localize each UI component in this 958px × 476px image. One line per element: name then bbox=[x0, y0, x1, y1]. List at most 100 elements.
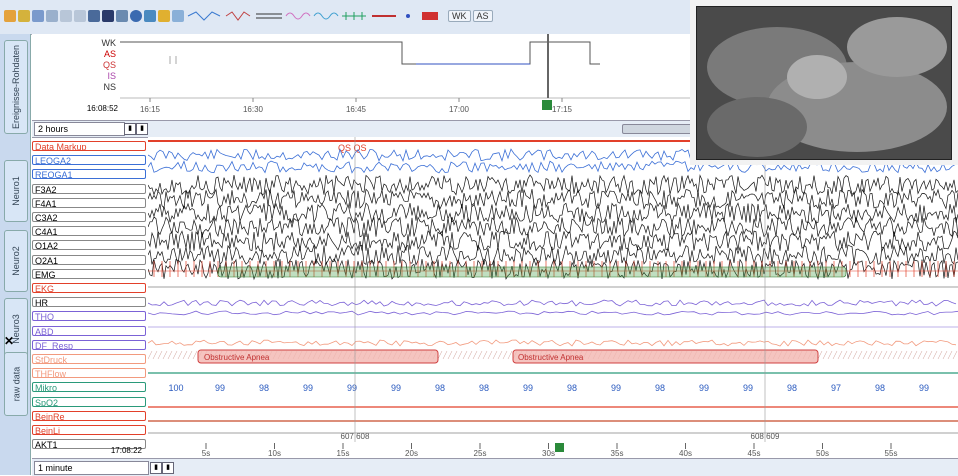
target-icon[interactable] bbox=[130, 10, 142, 22]
spo2-value: 99 bbox=[303, 383, 313, 393]
channel-list: Data Markup LEOGA2 REOGA1 F3A2 F4A1 C3A2 C4A1 O… bbox=[32, 137, 148, 457]
tab-label: Neuro1 bbox=[11, 176, 21, 206]
spo2-value: 98 bbox=[655, 383, 665, 393]
eeg-trace bbox=[147, 187, 958, 210]
epoch-next-button[interactable]: ▮ bbox=[162, 462, 174, 474]
time-tick-label: 55s bbox=[885, 449, 898, 457]
markup-annotation: QS QS bbox=[338, 143, 367, 153]
channel-label[interactable]: O2A1 bbox=[32, 254, 146, 265]
channel-label[interactable]: Data Markup bbox=[32, 141, 146, 151]
channel-label[interactable]: EKG bbox=[32, 283, 146, 293]
tab-ereignisse-rohdaten[interactable]: Ereignisse-Rohdaten bbox=[4, 40, 28, 134]
window-icon[interactable] bbox=[144, 10, 156, 22]
tab-neuro2[interactable]: Neuro2 bbox=[4, 230, 28, 292]
thflow-hatch bbox=[837, 350, 843, 360]
zoom-range-select[interactable]: 2 hours bbox=[34, 122, 125, 136]
channel-label[interactable]: EMG bbox=[32, 268, 146, 279]
channel-label[interactable]: Mikro bbox=[32, 382, 146, 393]
hypnogram-tick-label: 17:00 bbox=[449, 105, 470, 114]
redo-icon[interactable] bbox=[74, 10, 86, 22]
thflow-hatch bbox=[882, 350, 888, 360]
time-tick-label: 50s bbox=[816, 449, 829, 457]
channel-label[interactable]: SpO2 bbox=[32, 396, 146, 407]
hypnogram-plot: 16:15 16:30 16:45 17:00 17:15 bbox=[120, 34, 700, 114]
channel-label[interactable]: BeinRe bbox=[32, 410, 146, 421]
print-icon[interactable] bbox=[46, 10, 58, 22]
open-icon[interactable] bbox=[4, 10, 16, 22]
nav-next-button[interactable]: ▮ bbox=[136, 123, 148, 135]
eeg-trace bbox=[147, 216, 958, 239]
folder-icon[interactable] bbox=[18, 10, 30, 22]
channel-label[interactable]: F4A1 bbox=[32, 197, 146, 208]
time-tick-label: 25s bbox=[474, 449, 487, 457]
tab-raw-data[interactable]: raw data bbox=[4, 352, 28, 416]
epoch-length-select[interactable]: 1 minute bbox=[34, 461, 149, 475]
eeg-trace bbox=[147, 174, 958, 197]
bulb-icon[interactable] bbox=[158, 10, 170, 22]
channel-label[interactable]: LEOGA2 bbox=[32, 155, 146, 166]
thflow-hatch bbox=[942, 350, 948, 360]
channel-label[interactable]: DF_Resp bbox=[32, 339, 146, 350]
signal-display[interactable]: QS QS Obstructive Apnea Obstructive Apnea 1… bbox=[147, 137, 958, 458]
thflow-hatch bbox=[847, 350, 853, 360]
tab-label: raw data bbox=[11, 366, 21, 402]
as-button[interactable]: AS bbox=[472, 10, 493, 22]
channel-label[interactable]: O1A2 bbox=[32, 240, 146, 251]
video-panel[interactable] bbox=[690, 0, 958, 165]
channel-label[interactable]: THO bbox=[32, 311, 146, 322]
thflow-hatch bbox=[502, 350, 508, 360]
thflow-hatch bbox=[172, 350, 178, 360]
tab-neuro3[interactable]: Neuro3 bbox=[4, 298, 28, 360]
spo2-value: 98 bbox=[875, 383, 885, 393]
undo-icon[interactable] bbox=[60, 10, 72, 22]
thflow-hatch bbox=[822, 350, 828, 360]
spo2-value: 99 bbox=[347, 383, 357, 393]
hypnogram[interactable]: 16:15 16:30 16:45 17:00 17:15 bbox=[120, 34, 700, 120]
epoch-number: 607 608 bbox=[341, 432, 370, 441]
thflow-hatch bbox=[477, 350, 483, 360]
obstructive-apnea-event bbox=[512, 349, 819, 364]
channel-label[interactable]: AKT1 bbox=[32, 439, 146, 450]
channel-label[interactable]: C4A1 bbox=[32, 226, 146, 237]
wk-button[interactable]: WK bbox=[448, 10, 471, 22]
channel-label[interactable]: THFlow bbox=[32, 368, 146, 379]
tab-neuro1[interactable]: Neuro1 bbox=[4, 160, 28, 222]
thflow-hatch bbox=[462, 350, 468, 360]
hypnogram-scroll-thumb[interactable] bbox=[622, 124, 694, 134]
thflow-hatch bbox=[457, 350, 463, 360]
thflow-hatch bbox=[892, 350, 898, 360]
close-icon[interactable]: ✕ bbox=[3, 334, 15, 348]
thflow-hatch bbox=[922, 350, 928, 360]
time-tick-label: 10s bbox=[268, 449, 281, 457]
channel-label[interactable]: C3A2 bbox=[32, 212, 146, 222]
save-icon[interactable] bbox=[32, 10, 44, 22]
channel-label[interactable]: REOGA1 bbox=[32, 169, 146, 180]
obstructive-apnea-label: Obstructive Apnea bbox=[518, 353, 584, 362]
eeg-trace bbox=[147, 201, 958, 224]
epoch-prev-button[interactable]: ▮ bbox=[150, 462, 162, 474]
thflow-hatch bbox=[147, 350, 153, 360]
grid-icon[interactable] bbox=[172, 10, 184, 22]
thflow-hatch bbox=[192, 350, 198, 360]
event-type-icons[interactable] bbox=[186, 10, 446, 22]
channel-label[interactable]: BeinLi bbox=[32, 425, 146, 435]
channel-label[interactable]: HR bbox=[32, 297, 146, 308]
thflow-hatch bbox=[877, 350, 883, 360]
stdruck-trace bbox=[147, 339, 957, 347]
thflow-hatch bbox=[482, 350, 488, 360]
montage-icon[interactable] bbox=[88, 10, 100, 22]
nav-prev-button[interactable]: ▮ bbox=[124, 123, 136, 135]
hypnogram-position-marker[interactable] bbox=[542, 100, 552, 110]
thflow-hatch bbox=[872, 350, 878, 360]
time-tick-label: 5s bbox=[202, 449, 210, 457]
hypnogram-tick-label: 16:45 bbox=[346, 105, 367, 114]
channel-label[interactable]: F3A2 bbox=[32, 183, 146, 194]
ruler-icon[interactable] bbox=[116, 10, 128, 22]
spo2-value: 98 bbox=[479, 383, 489, 393]
thflow-hatch bbox=[952, 350, 958, 360]
report-icon[interactable] bbox=[102, 10, 114, 22]
spo2-value: 99 bbox=[743, 383, 753, 393]
thflow-hatch bbox=[182, 350, 188, 360]
channel-label[interactable]: StDruck bbox=[32, 354, 146, 364]
channel-label[interactable]: ABD bbox=[32, 325, 146, 336]
